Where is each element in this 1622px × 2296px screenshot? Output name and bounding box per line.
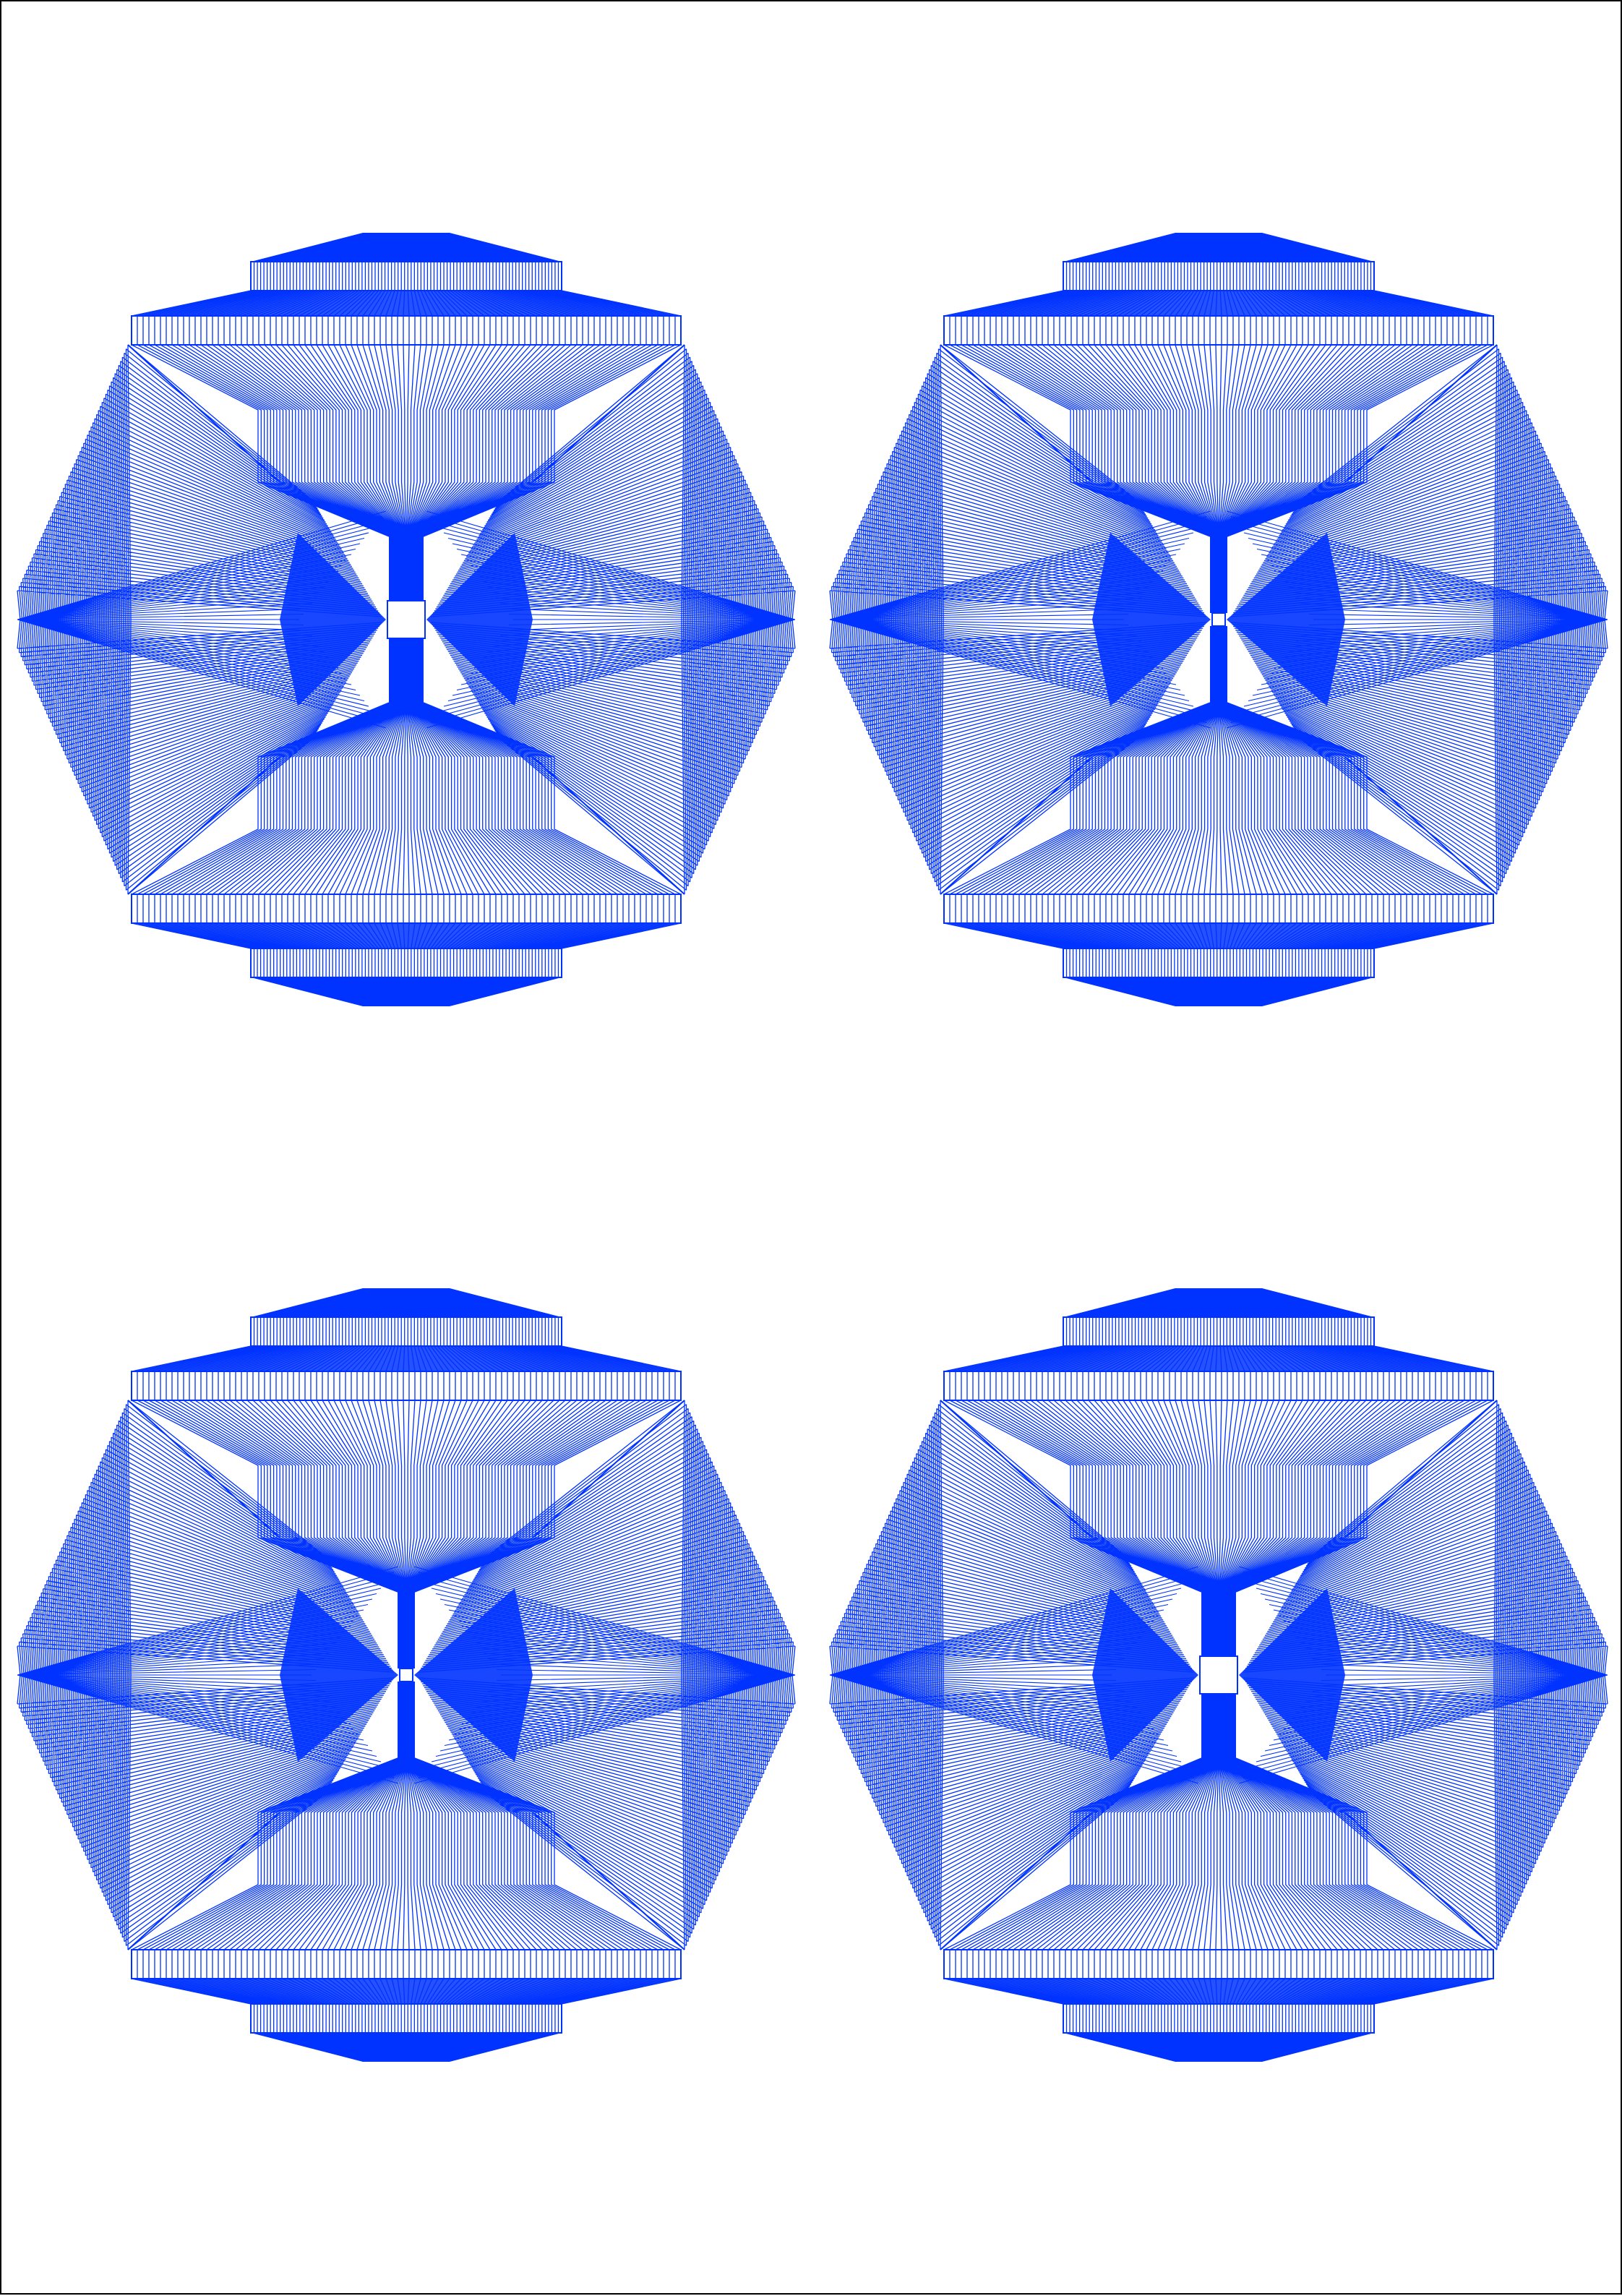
- fan-strings: [943, 1317, 1494, 1593]
- right-fan: [1238, 1400, 1608, 1950]
- diagonal-edges: [940, 1400, 1498, 1950]
- right-fan: [1226, 344, 1608, 895]
- bottom-fan: [943, 1694, 1494, 2062]
- inner-wedge: [280, 1588, 398, 1762]
- center-stem: [1210, 536, 1227, 613]
- apex-cap: [1063, 1288, 1374, 1317]
- fan-strings: [131, 1317, 682, 1593]
- apex-cap: [251, 1288, 562, 1317]
- left-fan: [829, 344, 1211, 895]
- inner-wedge: [1092, 533, 1211, 706]
- inner-wedge: [1239, 1588, 1345, 1762]
- center-square: [1199, 1655, 1238, 1695]
- wide-band: [943, 315, 1494, 346]
- string-art-bottom-left: [17, 1288, 796, 2062]
- center-spokes: [413, 1566, 796, 1784]
- string-art-bottom-right: [829, 1288, 1608, 2062]
- wide-band: [131, 894, 682, 924]
- left-fan: [17, 344, 387, 895]
- wide-band: [131, 1949, 682, 1979]
- wide-band: [943, 894, 1494, 924]
- center-stem: [389, 638, 424, 703]
- cap-band: [250, 948, 562, 978]
- apex-cap: [251, 233, 562, 262]
- inner-wedge: [414, 1588, 533, 1762]
- left-fan: [829, 1400, 1199, 1950]
- center-stem: [389, 536, 424, 601]
- bottom-fan: [943, 626, 1494, 1006]
- center-stem: [1201, 1592, 1236, 1656]
- left-fan: [17, 1400, 399, 1950]
- center-stem: [398, 1682, 415, 1758]
- cap-band: [1063, 1316, 1375, 1347]
- cap-band: [1063, 948, 1375, 978]
- cap-band: [250, 261, 562, 291]
- inner-wedge: [426, 533, 533, 706]
- top-fan: [131, 233, 682, 601]
- wide-band: [131, 1371, 682, 1401]
- apex-cap: [251, 2033, 562, 2062]
- center-spokes: [426, 510, 796, 729]
- cap-band: [1063, 2003, 1375, 2034]
- top-fan: [943, 1288, 1494, 1656]
- center-spokes: [1238, 1566, 1608, 1784]
- center-spokes: [17, 510, 387, 729]
- cap-band: [250, 2003, 562, 2034]
- inner-wedge: [280, 533, 386, 706]
- top-fan: [131, 1288, 682, 1669]
- fan-strings: [943, 702, 1494, 977]
- apex-cap: [1063, 233, 1374, 262]
- center-stem: [1210, 626, 1227, 703]
- diagonal-edges: [940, 344, 1498, 895]
- center-spokes: [829, 1566, 1199, 1784]
- cap-band: [1063, 261, 1375, 291]
- right-fan: [426, 344, 796, 895]
- string-art-top-right: [829, 233, 1608, 1006]
- cap-band: [250, 1316, 562, 1347]
- center-square: [399, 1668, 413, 1682]
- center-square: [387, 600, 426, 639]
- center-stem: [398, 1592, 415, 1669]
- string-art-top-left: [17, 233, 796, 1006]
- fan-strings: [131, 702, 682, 977]
- center-spokes: [17, 1566, 399, 1784]
- fan-strings: [943, 1757, 1494, 2033]
- apex-cap: [1063, 2033, 1374, 2062]
- center-spokes: [829, 510, 1211, 729]
- inner-wedge: [1092, 1588, 1198, 1762]
- center-stem: [1201, 1694, 1236, 1758]
- bottom-fan: [131, 638, 682, 1006]
- wide-band: [943, 1949, 1494, 1979]
- center-spokes: [1226, 510, 1608, 729]
- top-fan: [943, 233, 1494, 613]
- diagonal-edges: [127, 1400, 685, 1950]
- fan-strings: [131, 262, 682, 537]
- right-fan: [413, 1400, 796, 1950]
- apex-cap: [1063, 977, 1374, 1006]
- apex-cap: [251, 977, 562, 1006]
- inner-wedge: [1227, 533, 1345, 706]
- wide-band: [131, 315, 682, 346]
- center-square: [1211, 612, 1226, 627]
- bottom-fan: [131, 1682, 682, 2062]
- wide-band: [943, 1371, 1494, 1401]
- diagonal-edges: [127, 344, 685, 895]
- fan-strings: [131, 1757, 682, 2033]
- fan-strings: [943, 262, 1494, 537]
